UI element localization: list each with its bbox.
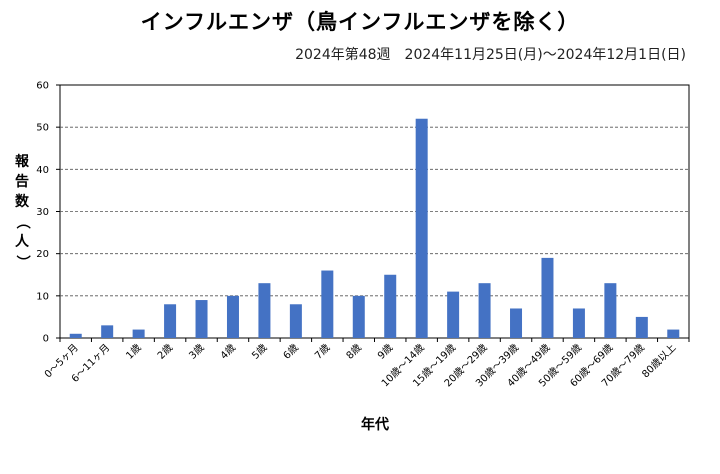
y-tick-label: 50 [36, 123, 49, 134]
bar [101, 325, 114, 338]
plot-area [59, 84, 690, 339]
x-tick-label: 8歳 [344, 342, 364, 362]
y-axis-label-char: 報 [15, 153, 29, 170]
chart-title: インフルエンザ（鳥インフルエンザを除く） [140, 10, 580, 34]
bar [604, 283, 617, 338]
y-axis-label-char: （ [14, 214, 30, 229]
bar [258, 283, 271, 338]
bar [478, 283, 491, 338]
y-axis-label-char: 告 [15, 173, 29, 190]
x-tick-label: 4歳 [218, 342, 238, 362]
y-tick-label: 10 [36, 291, 49, 302]
y-axis-label: 報告数 （ 人 ） [12, 152, 32, 272]
x-tick-label: 5歳 [249, 342, 269, 362]
bar [69, 333, 82, 338]
y-tick-label: 0 [43, 334, 49, 345]
bar [352, 295, 365, 338]
bar [384, 274, 397, 338]
x-tick-label: 3歳 [187, 342, 207, 362]
x-tick-label: 6歳 [281, 342, 301, 362]
y-axis-label-char: ） [14, 254, 30, 269]
y-tick-label: 30 [36, 207, 49, 218]
bar [415, 118, 428, 338]
bar [510, 308, 523, 338]
x-tick-label: 9歳 [375, 342, 395, 362]
bar [447, 291, 460, 338]
y-axis-label-char: 数 [15, 193, 29, 210]
y-tick-label: 40 [36, 165, 49, 176]
bar [195, 300, 208, 338]
bar [541, 257, 554, 338]
bar [289, 304, 302, 338]
y-tick-label: 60 [36, 81, 49, 92]
bar [226, 295, 239, 338]
x-tick-label: 7歳 [312, 342, 332, 362]
y-tick-label: 20 [36, 249, 49, 260]
bar [667, 329, 680, 338]
x-axis-label: 年代 [361, 417, 389, 433]
bar [321, 270, 334, 338]
x-tick-label: 2歳 [155, 342, 175, 362]
bar [635, 316, 648, 338]
bar [164, 304, 177, 338]
chart-subtitle: 2024年第48週 2024年11月25日(月)～2024年12月1日(日) [295, 47, 686, 63]
x-tick-label: 1歳 [124, 342, 144, 362]
bar [132, 329, 145, 338]
y-axis-label-char: 人 [15, 233, 29, 250]
x-tick-label: 80歳以上 [640, 342, 679, 381]
bar [572, 308, 585, 338]
